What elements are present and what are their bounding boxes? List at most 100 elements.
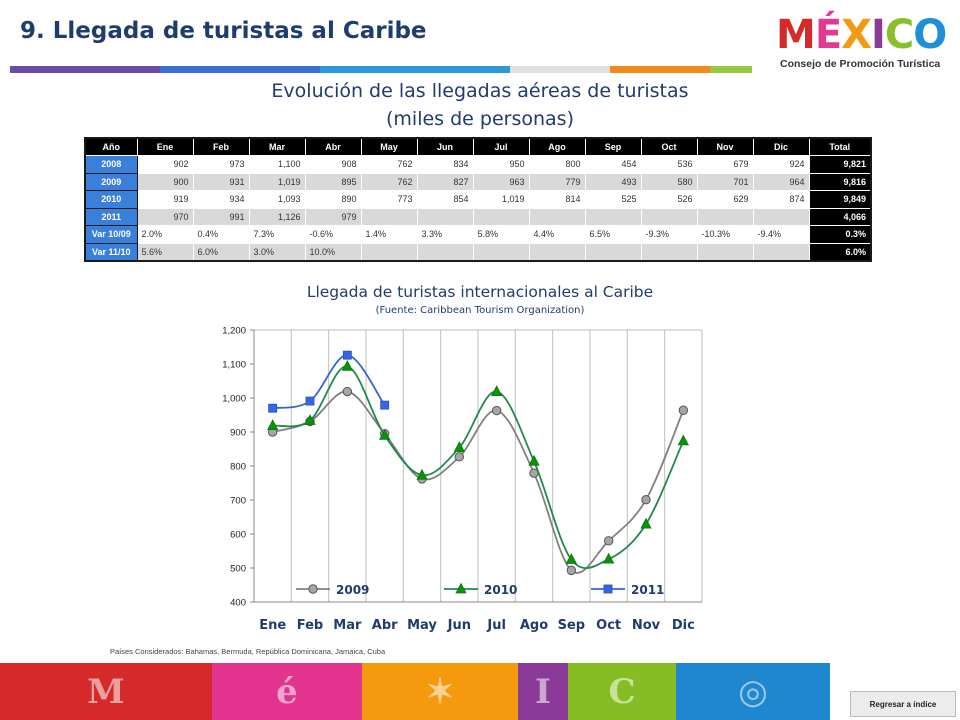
table-header-cell: Mar: [248, 137, 306, 156]
table-cell: 525: [584, 190, 642, 209]
table-cell: 874: [752, 190, 810, 209]
x-tick-label: Oct: [596, 618, 621, 633]
table-cell: 762: [360, 155, 418, 174]
data-point-2010: [453, 441, 465, 453]
data-point-2011: [380, 400, 390, 410]
y-tick-label: 1,000: [222, 394, 246, 405]
x-tick-label: Feb: [297, 618, 323, 633]
x-tick-label: Mar: [333, 618, 362, 633]
table-header-row: Año Ene Feb Mar Abr May Jun Jul Ago Sep Oct Nov Dic T…: [84, 137, 872, 156]
table-cell: 536: [640, 155, 698, 174]
table-cell: 1,100: [248, 155, 306, 174]
table-header-cell: Oct: [640, 137, 698, 156]
table-cell: -9.4%: [752, 225, 810, 244]
table-cell: 773: [360, 190, 418, 209]
table-cell: -9.3%: [640, 225, 698, 244]
row-total: 4,066: [808, 207, 872, 226]
data-point-2010: [379, 429, 391, 440]
table-cell: 973: [192, 155, 250, 174]
data-point-2011: [342, 350, 352, 360]
table-title: Evolución de las llegadas aéreas de turi…: [271, 80, 689, 102]
data-point-2009: [454, 452, 465, 462]
chart-subtitle: (Fuente: Caribbean Tourism Organization): [375, 305, 585, 316]
y-tick-label: 1,200: [222, 326, 246, 337]
data-point-2010: [491, 385, 503, 396]
table-cell: [416, 207, 474, 226]
logo-letter: O: [913, 12, 947, 58]
data-point-2009: [641, 494, 651, 505]
table-row: 2008 902 973 1,100 908 762 834 950 800 454 536 679 9…: [84, 155, 872, 174]
table-cell: 834: [416, 155, 474, 174]
x-tick-label: Jul: [486, 618, 506, 633]
legend-marker-2010: [455, 582, 467, 594]
table-cell: 3.3%: [416, 225, 474, 244]
table-cell: [360, 242, 418, 261]
table-cell: 779: [528, 172, 586, 191]
x-tick-label: May: [407, 618, 437, 633]
data-point-2010: [528, 454, 540, 466]
footnote: Países Considerados: Bahamas, Bermuda, R…: [110, 647, 386, 656]
table-cell: [584, 242, 642, 261]
data-point-2011: [268, 403, 278, 413]
data-point-2010: [565, 553, 577, 564]
logo-wordmark: MÉXICO: [776, 14, 948, 56]
table-cell: 919: [136, 190, 194, 209]
legend-label: 2011: [631, 583, 664, 597]
table-header-cell: Ene: [136, 137, 194, 156]
data-point-2009: [678, 405, 689, 415]
page-title: 9. Llegada de turistas al Caribe: [20, 18, 427, 44]
table-cell: 6.0%: [192, 242, 250, 261]
data-point-2011: [305, 396, 315, 406]
variation-row: Var 11/10 5.6% 6.0% 3.0% 10.0% 6.0%: [84, 242, 872, 261]
table-cell: 5.8%: [472, 225, 530, 244]
table-cell: [528, 242, 586, 261]
footer-band-icon: M: [0, 663, 212, 720]
logo-letter: X: [841, 12, 872, 58]
y-tick-label: 400: [230, 598, 246, 609]
table-cell: 924: [752, 155, 810, 174]
table-cell: 10.0%: [304, 242, 362, 261]
x-tick-label: Sep: [558, 618, 586, 633]
table-subtitle: (miles de personas): [386, 108, 574, 130]
row-label: 2009: [84, 172, 138, 191]
y-tick-label: 1,100: [222, 360, 246, 371]
footer-band-icon: C: [568, 663, 676, 720]
legend-marker-2011: [603, 584, 613, 594]
table-cell: 1,019: [472, 190, 530, 209]
table-cell: [528, 207, 586, 226]
footer-band-icon: I: [518, 663, 568, 720]
footer-band-icon: é: [212, 663, 362, 720]
table-header-cell: Nov: [696, 137, 754, 156]
table-cell: [752, 207, 810, 226]
table-header-cell: May: [360, 137, 418, 156]
table-cell: [472, 242, 530, 261]
x-tick-label: Dic: [672, 618, 695, 633]
footer-band-icon: ◎: [676, 663, 830, 720]
mexico-logo: MÉXICO Consejo de Promoción Turística: [776, 14, 948, 76]
table-cell: 679: [696, 155, 754, 174]
y-tick-label: 800: [230, 462, 246, 473]
data-point-2009: [342, 386, 353, 397]
back-to-index-button[interactable]: Regresar a índice: [850, 691, 956, 717]
legend-label: 2010: [484, 583, 517, 597]
data-point-2009: [491, 405, 502, 416]
table-cell: 0.4%: [192, 225, 250, 244]
table-cell: [416, 242, 474, 261]
logo-subtitle: Consejo de Promoción Turística: [780, 58, 941, 70]
legend-label: 2009: [336, 583, 369, 597]
table-cell: 701: [696, 172, 754, 191]
table-cell: 902: [136, 155, 194, 174]
row-label: Var 11/10: [84, 242, 138, 261]
table-cell: [696, 242, 754, 261]
logo-letter: É: [814, 12, 842, 58]
table-cell: 854: [416, 190, 474, 209]
data-point-2009: [603, 536, 614, 546]
row-total: 6.0%: [808, 242, 872, 261]
logo-letter: I: [870, 12, 886, 58]
y-tick-label: 900: [230, 428, 246, 439]
table-cell: [696, 207, 754, 226]
table-cell: 991: [192, 207, 250, 226]
data-point-2010: [640, 517, 652, 529]
table-row: 2010 919 934 1,093 890 773 854 1,019 814 525 526 62…: [84, 190, 872, 209]
